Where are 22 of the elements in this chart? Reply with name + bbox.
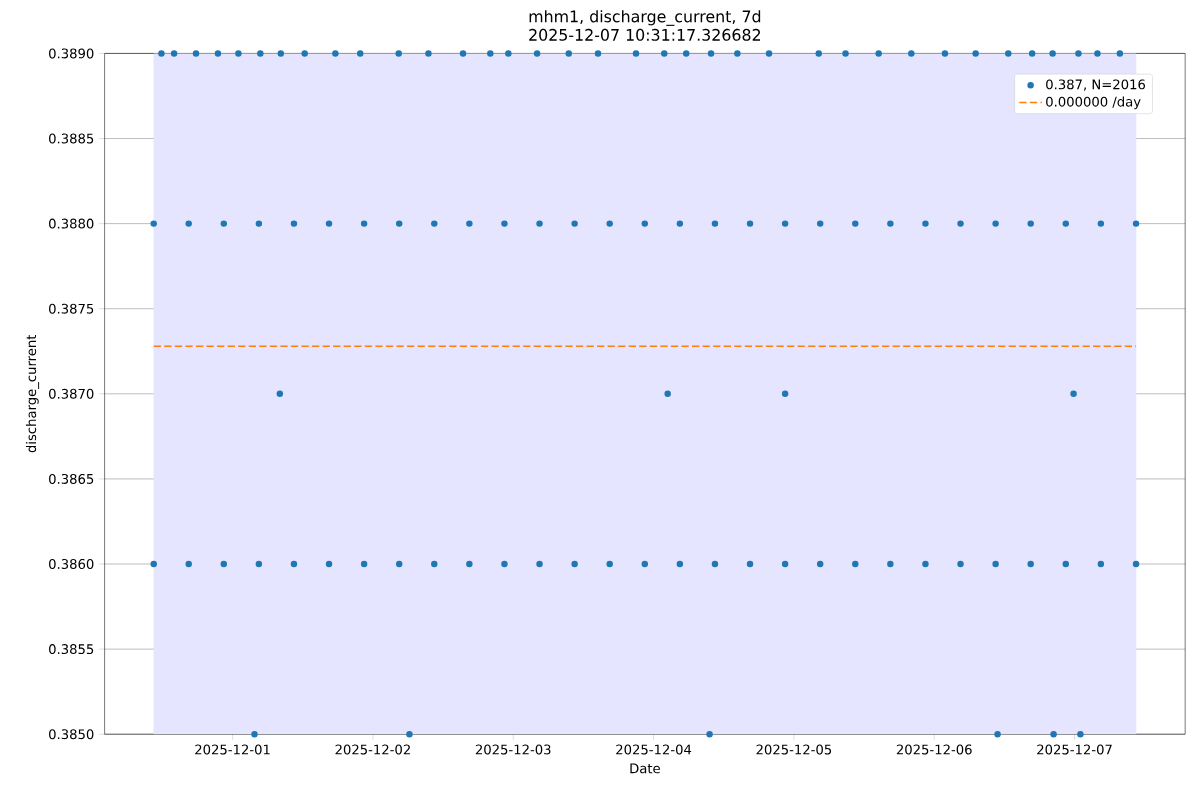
y-tick-label: 0.3855	[49, 644, 94, 655]
y-axis-title: discharge_current	[25, 335, 40, 453]
y-tick-label: 0.3890	[49, 48, 94, 59]
x-axis-title: Date	[630, 763, 660, 774]
x-tick-label: 2025-12-04	[616, 744, 692, 755]
y-tick-label: 0.3880	[49, 218, 94, 229]
y-tick-label: 0.3850	[49, 729, 94, 740]
x-tick-label: 2025-12-06	[896, 744, 972, 755]
y-tick-label: 0.3885	[49, 133, 94, 144]
x-tick-label: 2025-12-02	[335, 744, 410, 755]
chart-subtitle: 2025-12-07 10:31:17.326682	[529, 29, 761, 42]
x-tick-label: 2025-12-01	[195, 744, 270, 755]
y-tick-label: 0.3875	[49, 303, 94, 314]
x-tick-label: 2025-12-07	[1037, 744, 1112, 755]
chart-title: mhm1, discharge_current, 7d	[529, 10, 761, 27]
y-tick-label: 0.3865	[49, 474, 94, 485]
y-tick-label: 0.3870	[49, 389, 94, 399]
legend-label: 0.387, N=2016	[1046, 79, 1146, 91]
x-tick-label: 2025-12-03	[475, 744, 551, 755]
y-tick-label: 0.3860	[49, 559, 94, 570]
legend-label: 0.000000 /day	[1046, 96, 1141, 110]
x-tick-label: 2025-12-05	[756, 744, 832, 755]
